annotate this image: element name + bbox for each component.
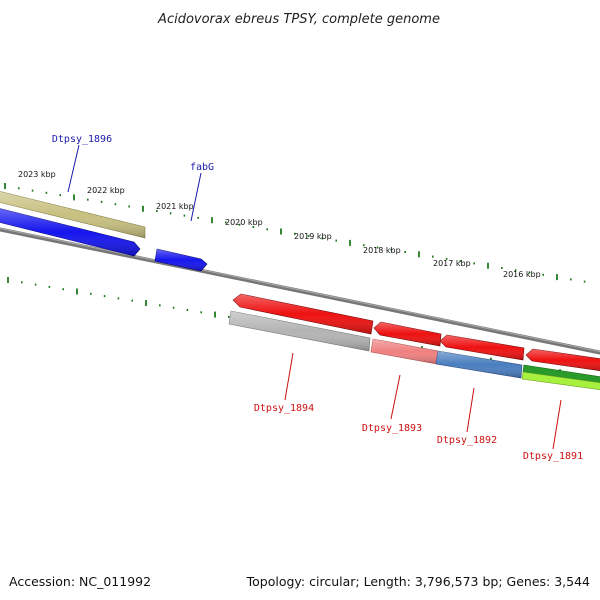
gene-label-dtpsy-1893[interactable]: Dtpsy_1893 [362,423,422,434]
forward-genes [0,191,208,272]
kbp-label: 2020 kbp [225,218,263,227]
kbp-label: 2019 kbp [294,232,332,241]
gene-label-dtpsy-1891[interactable]: Dtpsy_1891 [523,451,583,462]
kbp-label: 2017 kbp [433,259,471,268]
gene-labels: Dtpsy_1896 fabG Dtpsy_1894 Dtpsy_1893 Dt… [52,134,583,462]
scale-ticks-upper [4,183,586,283]
label-leaders [67,144,562,450]
genome-summary-text: Topology: circular; Length: 3,796,573 bp… [246,574,590,589]
gene-label-fabg[interactable]: fabG [190,162,214,173]
kbp-label: 2023 kbp [18,170,56,179]
map-title: Acidovorax ebreus TPSY, complete genome [157,12,440,27]
gene-label-dtpsy-1894[interactable]: Dtpsy_1894 [254,403,314,414]
gene-label-dtpsy-1892[interactable]: Dtpsy_1892 [437,435,497,446]
gene-reverse-lime[interactable] [521,371,600,391]
kbp-labels: 2023 kbp 2022 kbp 2021 kbp 2020 kbp 2019… [18,170,541,279]
kbp-label: 2022 kbp [87,186,125,195]
kbp-label: 2016 kbp [503,270,541,279]
gene-dtpsy-1891[interactable] [522,364,600,384]
accession-text: Accession: NC_011992 [9,574,151,589]
kbp-label: 2021 kbp [156,202,194,211]
genome-backbone-highlight [0,227,600,353]
reverse-genes [228,293,600,391]
gene-label-dtpsy-1896[interactable]: Dtpsy_1896 [52,134,112,145]
kbp-label: 2018 kbp [363,246,401,255]
genome-backbone [0,227,600,355]
